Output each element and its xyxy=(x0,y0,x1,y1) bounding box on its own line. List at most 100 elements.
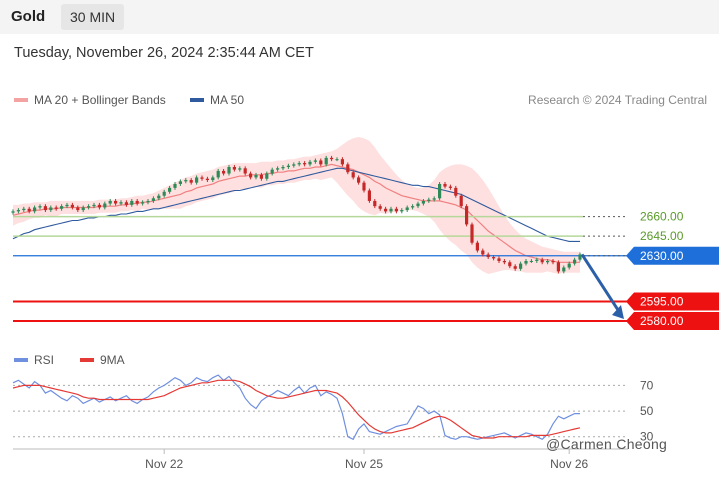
candle xyxy=(119,202,123,204)
candle xyxy=(346,164,350,173)
candle xyxy=(367,190,371,201)
candle xyxy=(259,174,263,179)
candle xyxy=(308,161,312,165)
candle xyxy=(81,207,85,211)
candle xyxy=(270,169,274,174)
rsi-tick-50: 50 xyxy=(640,404,654,418)
candle xyxy=(222,170,226,174)
candle xyxy=(205,178,209,181)
x-axis: Nov 22 Nov 25 Nov 26 xyxy=(13,448,628,471)
candle xyxy=(65,204,69,207)
candle xyxy=(357,177,361,183)
candle xyxy=(135,200,139,204)
candle xyxy=(97,204,101,208)
forecast-arrow-head xyxy=(612,305,624,320)
candle xyxy=(562,267,566,272)
candle xyxy=(33,207,37,212)
x-tick-label: Nov 26 xyxy=(550,457,588,471)
rsi-tick-70: 70 xyxy=(640,378,654,392)
forecast-arrow-layer xyxy=(580,253,624,320)
candle xyxy=(173,183,177,188)
legend-9ma-label: 9MA xyxy=(100,353,125,367)
candle xyxy=(454,187,458,196)
candle xyxy=(292,164,296,166)
price-level-layer xyxy=(13,215,628,323)
candle xyxy=(146,200,150,203)
candle xyxy=(114,200,118,204)
candle xyxy=(60,206,64,209)
candle xyxy=(76,207,80,211)
legend-ma20-label: MA 20 + Bollinger Bands xyxy=(34,93,166,107)
legend-9ma: 9MA xyxy=(80,353,125,367)
price-label-2595.00: 2595.00 xyxy=(640,294,684,308)
instrument-title: Gold xyxy=(11,8,46,25)
candle xyxy=(551,260,555,263)
candle xyxy=(249,173,253,178)
candle xyxy=(340,159,344,165)
legend-rsi-label: RSI xyxy=(34,353,55,367)
price-label-2580.00: 2580.00 xyxy=(640,314,684,328)
candle xyxy=(195,177,199,183)
x-tick-label: Nov 22 xyxy=(145,457,183,471)
candle-layer xyxy=(11,155,582,274)
candle xyxy=(513,266,517,269)
candle xyxy=(427,199,431,201)
candle xyxy=(362,182,366,191)
candle xyxy=(178,181,182,184)
candle xyxy=(227,166,231,174)
candle xyxy=(70,204,74,208)
candle xyxy=(130,200,134,205)
candle xyxy=(184,180,188,182)
candle xyxy=(162,191,166,196)
legend-ma50-label: MA 50 xyxy=(210,93,245,107)
candle xyxy=(319,160,323,165)
candle xyxy=(232,166,236,170)
candle xyxy=(556,262,560,272)
candle xyxy=(27,208,31,212)
x-tick-label: Nov 25 xyxy=(345,457,383,471)
candle xyxy=(238,168,242,170)
research-credit: Research © 2024 Trading Central xyxy=(528,93,707,107)
candle xyxy=(448,186,452,188)
chart-datetime: Tuesday, November 26, 2024 2:35:44 AM CE… xyxy=(14,45,314,61)
legend-ma50: MA 50 xyxy=(190,93,244,107)
candle xyxy=(297,163,301,165)
candle xyxy=(400,210,404,212)
forecast-arrow-shaft xyxy=(580,253,622,314)
candle xyxy=(124,202,128,205)
header-bar: Gold 30 MIN xyxy=(0,0,719,34)
candle xyxy=(211,177,215,181)
candle xyxy=(497,258,501,261)
candle xyxy=(92,204,96,207)
candle xyxy=(151,198,155,201)
candle xyxy=(168,187,172,192)
candle xyxy=(459,195,463,207)
candle xyxy=(243,168,247,174)
watermark-text: @Carmen Cheong xyxy=(546,436,668,452)
candle xyxy=(573,259,577,264)
price-tag-2595.00 xyxy=(626,292,719,311)
candle xyxy=(54,207,58,209)
candle xyxy=(546,260,550,263)
candle xyxy=(465,206,469,225)
candle xyxy=(87,206,91,208)
candle xyxy=(286,165,290,167)
candle xyxy=(578,254,582,260)
candle xyxy=(411,206,415,208)
candle xyxy=(524,260,528,264)
candle xyxy=(324,157,328,165)
timeframe-button[interactable]: 30 MIN xyxy=(61,4,125,30)
candle xyxy=(16,210,20,212)
candle xyxy=(378,206,382,209)
price-label-2630.00: 2630.00 xyxy=(640,249,684,263)
candle xyxy=(432,198,436,200)
candle xyxy=(405,207,409,211)
candle xyxy=(540,259,544,263)
candle xyxy=(519,263,523,269)
candle xyxy=(276,168,280,170)
rsi-swatch xyxy=(14,358,28,362)
rsi-tick-30: 30 xyxy=(640,430,654,444)
candle xyxy=(486,254,490,258)
price-tag-2630.00 xyxy=(626,246,719,265)
